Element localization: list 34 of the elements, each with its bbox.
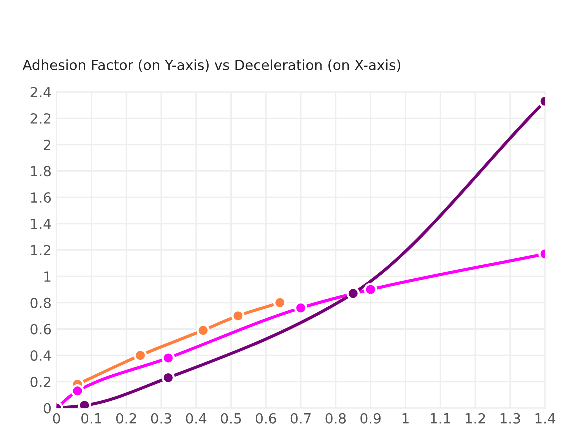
y-tick-label: 0.8 (30, 298, 51, 308)
x-tick-label: 1.1 (431, 414, 450, 424)
point (71, 384, 84, 398)
y-tick-label: 0 (44, 403, 52, 414)
x-tick-label: 0.3 (151, 413, 172, 424)
point (294, 302, 308, 315)
x-tick-label: 1.4 (536, 414, 556, 424)
point (346, 287, 360, 300)
y-tick-label: 1.2 (31, 245, 51, 256)
chart-title: Adhesion Factor (on Y-axis) vs Deceleration (on X-axis) (22, 60, 400, 72)
x-tick-label: 0.5 (221, 413, 242, 424)
y-tick-label: 1.8 (31, 166, 51, 177)
y-tick-label: 1.6 (31, 192, 52, 204)
y-tick-label: 0.2 (30, 376, 51, 388)
y-tick-label: 2.2 (30, 114, 51, 124)
y-tick-label: 2 (44, 140, 51, 150)
x-tick-label: 0.2 (116, 413, 136, 424)
x-tick-label: 0.6 (256, 413, 276, 424)
y-tick-label: 0.4 (30, 350, 52, 362)
x-tick-label: 1 (402, 414, 409, 424)
y-tick-label: 0.6 (30, 324, 52, 335)
x-tick-label: 0.1 (82, 413, 102, 424)
x-tick-label: 0.9 (360, 413, 381, 424)
x-tick-label: 1.3 (500, 413, 520, 424)
y-tick-label: 1.4 (31, 219, 52, 230)
point (364, 283, 378, 296)
x-tick-label: 0.8 (326, 413, 346, 424)
x-tick-label: 1.2 (466, 413, 486, 424)
x-tick-label: 0.4 (186, 413, 207, 424)
y-tick-label: 2.4 (30, 87, 52, 98)
point (162, 352, 176, 365)
y-tick-label: 1 (44, 272, 51, 282)
x-tick-label: 0.7 (290, 413, 311, 424)
x-tick-label: 0 (53, 413, 60, 424)
